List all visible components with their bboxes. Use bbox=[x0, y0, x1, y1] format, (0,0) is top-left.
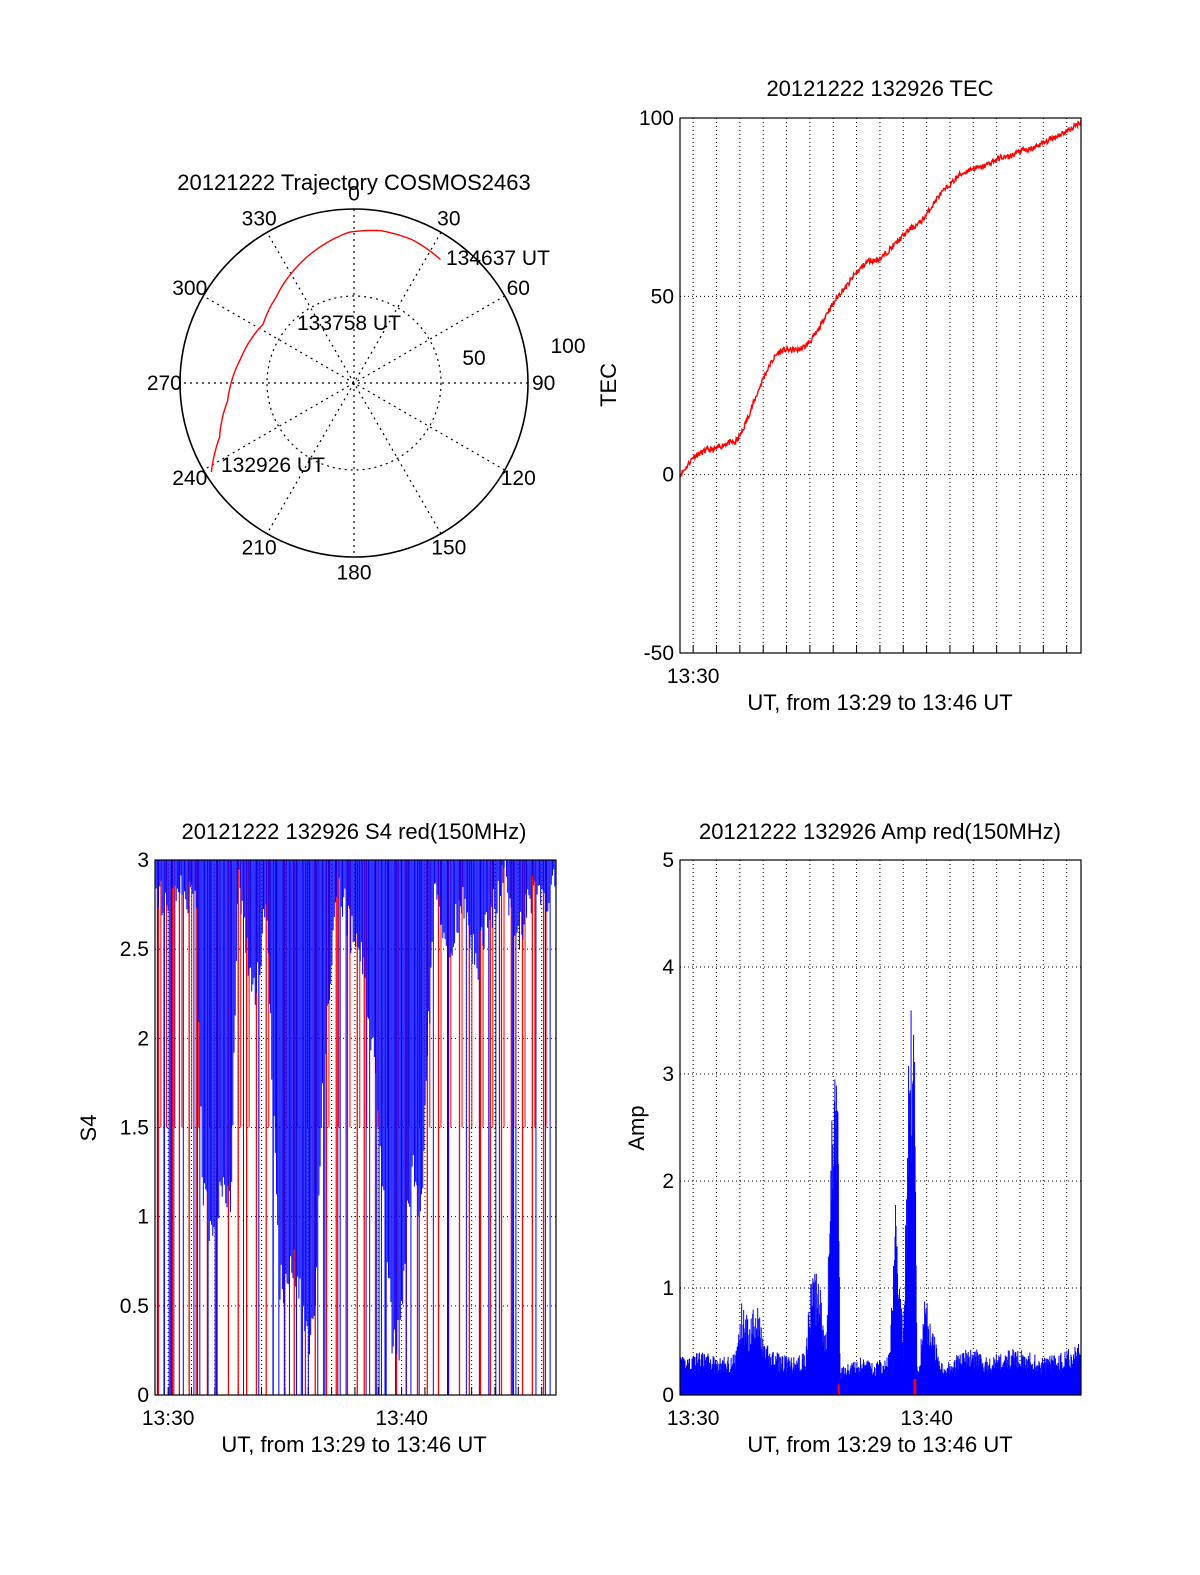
polar-trajectory-line bbox=[210, 229, 441, 473]
polar-azimuth-label: 30 bbox=[437, 208, 460, 231]
tec-ytick-label: 50 bbox=[651, 285, 674, 308]
amp-xlabel: UT, from 13:29 to 13:46 UT bbox=[747, 1432, 1012, 1457]
amp-ytick-label: 1 bbox=[662, 1277, 674, 1300]
s4-ytick-label: 3 bbox=[137, 849, 149, 872]
amp-blue-series bbox=[679, 1010, 1082, 1395]
amp-red-marker bbox=[837, 1384, 840, 1395]
amp-ytick-label: 5 bbox=[662, 849, 674, 872]
amp-xtick-label: 13:30 bbox=[667, 1407, 720, 1430]
amp-ytick-label: 4 bbox=[662, 956, 674, 979]
s4-ytick-label: 2 bbox=[137, 1027, 149, 1050]
amp-tick-labels: 0 1 2 3 4 5 13:30 13:40 bbox=[662, 849, 953, 1430]
polar-azimuth-label: 270 bbox=[147, 372, 182, 395]
s4-ylabel: S4 bbox=[76, 1115, 101, 1142]
polar-chart: 20121222 Trajectory COSMOS2463 0 30 60 90 12… bbox=[147, 170, 586, 585]
polar-azimuth-label: 60 bbox=[507, 277, 530, 300]
polar-annotation-start: 132926 UT bbox=[221, 454, 325, 477]
amp-red-series bbox=[837, 1378, 917, 1395]
polar-azimuth-label: 330 bbox=[242, 208, 277, 231]
s4-xtick-label: 13:30 bbox=[142, 1407, 195, 1430]
s4-ytick-label: 2.5 bbox=[120, 938, 149, 961]
polar-inner-circle bbox=[266, 295, 442, 471]
tec-xlabel: UT, from 13:29 to 13:46 UT bbox=[747, 690, 1012, 715]
amp-xtick-label: 13:40 bbox=[900, 1407, 953, 1430]
tec-ylabel: TEC bbox=[596, 363, 621, 407]
amp-ytick-label: 3 bbox=[662, 1063, 674, 1086]
amp-grid bbox=[680, 860, 1081, 1395]
amp-ylabel: Amp bbox=[624, 1105, 649, 1150]
polar-azimuth-label: 90 bbox=[532, 372, 555, 395]
tec-plot-frame bbox=[679, 117, 1082, 654]
s4-ytick-label: 0.5 bbox=[120, 1295, 149, 1318]
polar-azimuth-label: 150 bbox=[431, 536, 466, 559]
polar-azimuth-label: 0 bbox=[348, 182, 360, 205]
amp-title: 20121222 132926 Amp red(150MHz) bbox=[699, 819, 1061, 844]
amp-ytick-label: 0 bbox=[662, 1384, 674, 1407]
polar-spokes bbox=[180, 209, 528, 557]
s4-ytick-label: 0 bbox=[137, 1384, 149, 1407]
polar-annotation-end: 134637 UT bbox=[446, 247, 550, 270]
s4-ytick-label: 1.5 bbox=[120, 1117, 149, 1140]
polar-azimuth-label: 300 bbox=[172, 277, 207, 300]
polar-azimuth-label: 120 bbox=[501, 467, 536, 490]
s4-xlabel: UT, from 13:29 to 13:46 UT bbox=[221, 1432, 486, 1457]
s4-blue-series bbox=[154, 860, 557, 1395]
tec-xtick-label: 13:30 bbox=[667, 665, 720, 688]
polar-azimuth-label: 240 bbox=[172, 467, 207, 490]
s4-xtick-label: 13:40 bbox=[375, 1407, 428, 1430]
amp-red-marker bbox=[913, 1378, 917, 1395]
tec-grid bbox=[680, 118, 1081, 653]
s4-chart: 20121222 132926 S4 red(150MHz) 0 0.5 1 1.5 2… bbox=[76, 819, 557, 1457]
polar-spoke bbox=[266, 232, 442, 534]
tec-tick-labels: -50 0 50 100 13:30 bbox=[639, 107, 719, 688]
polar-azimuth-label: 210 bbox=[242, 536, 277, 559]
amp-ytick-label: 2 bbox=[662, 1170, 674, 1193]
polar-azimuth-labels: 0 30 60 90 120 150 180 210 240 270 300 330 bbox=[147, 182, 556, 584]
s4-title: 20121222 132926 S4 red(150MHz) bbox=[182, 819, 527, 844]
amp-plot-frame bbox=[679, 859, 1082, 1396]
tec-ytick-label: -50 bbox=[644, 642, 674, 665]
tec-ytick-label: 0 bbox=[662, 464, 674, 487]
s4-tick-labels: 0 0.5 1 1.5 2 2.5 3 13:30 13:40 bbox=[120, 849, 428, 1430]
polar-azimuth-label: 180 bbox=[336, 562, 371, 585]
polar-ring-label-50: 50 bbox=[462, 347, 485, 370]
s4-plot-frame bbox=[154, 859, 557, 1396]
tec-title: 20121222 132926 TEC bbox=[766, 76, 993, 101]
amp-chart: 20121222 132926 Amp red(150MHz) 0 1 2 3 4 5 13… bbox=[624, 819, 1082, 1457]
tec-chart: 20121222 132926 TEC -50 0 50 100 13:30 TEC U… bbox=[596, 76, 1082, 715]
tec-series-line bbox=[679, 120, 1082, 478]
s4-ytick-label: 1 bbox=[137, 1206, 149, 1229]
polar-title: 20121222 Trajectory COSMOS2463 bbox=[177, 170, 530, 195]
tec-ytick-label: 100 bbox=[639, 107, 674, 130]
polar-ring-label-100: 100 bbox=[550, 335, 585, 358]
polar-annotation-mid: 133758 UT bbox=[297, 312, 401, 335]
